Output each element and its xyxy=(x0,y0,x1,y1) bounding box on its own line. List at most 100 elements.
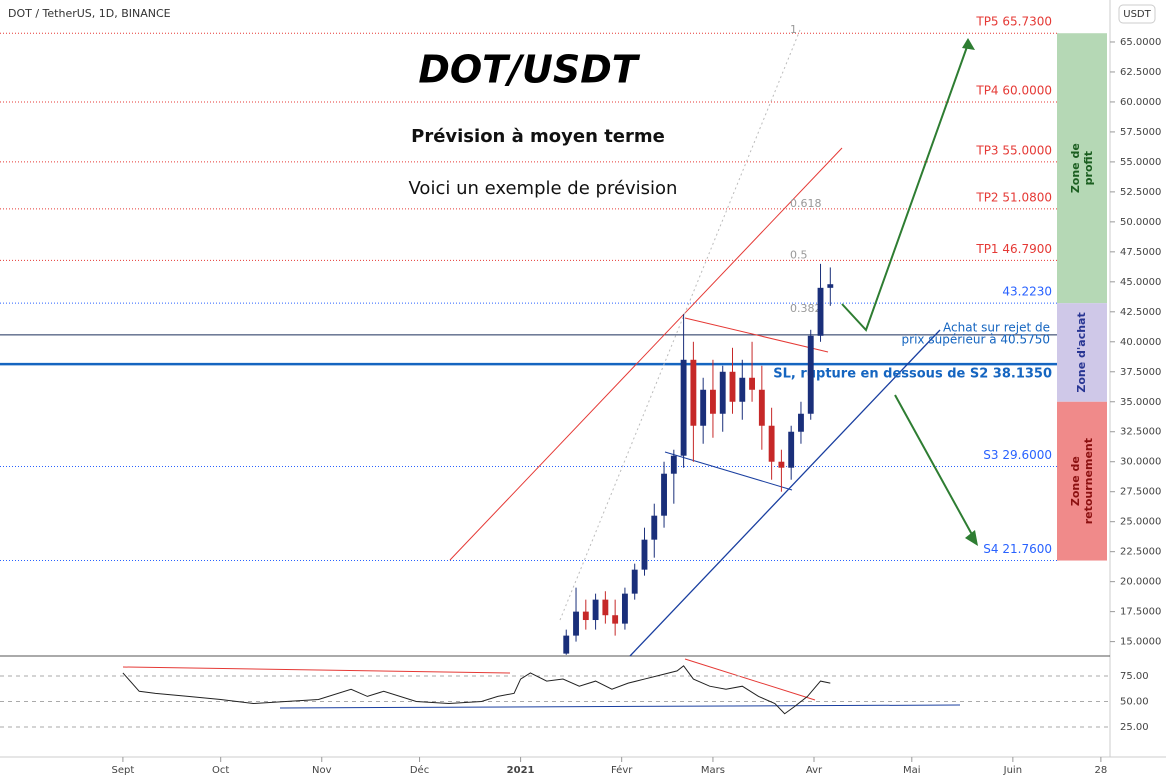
y-tick-label: 40.0000 xyxy=(1120,337,1161,348)
candle-body xyxy=(621,593,628,624)
candle-body xyxy=(582,611,589,621)
note: Voici un exemple de prévision xyxy=(409,178,678,199)
rsi-line-red2 xyxy=(684,658,816,701)
x-tick-label: Nov xyxy=(312,765,332,776)
level-label: TP5 65.7300 xyxy=(975,15,1052,29)
candle-body xyxy=(827,284,834,288)
currency-box[interactable] xyxy=(1118,4,1156,24)
arrow-up-head xyxy=(962,38,975,50)
zone-label: Zone d'achat xyxy=(1075,312,1088,392)
candle-body xyxy=(612,615,619,624)
candle-body xyxy=(729,371,736,402)
candle-body xyxy=(631,569,638,594)
y-tick-label: 75.00 xyxy=(1120,671,1149,682)
fib-label: 1 xyxy=(790,23,797,36)
candle-body xyxy=(592,599,599,621)
title: DOT/USDT xyxy=(418,48,640,92)
fib-line xyxy=(559,29,801,621)
x-tick-label: Mars xyxy=(701,765,725,776)
x-tick-label: Mai xyxy=(903,765,921,776)
candle-body xyxy=(670,455,677,474)
wedge-bottom xyxy=(664,451,793,491)
y-tick-label: 15.0000 xyxy=(1120,637,1161,648)
drawings xyxy=(122,29,978,709)
channel-line xyxy=(449,147,843,561)
level-label: S4 21.7600 xyxy=(983,542,1052,556)
trend-line xyxy=(629,329,941,657)
y-tick-label: 47.5000 xyxy=(1120,247,1161,258)
currency[interactable]: USDT xyxy=(1123,9,1151,20)
candle-body xyxy=(641,539,648,570)
x-tick-label: Juin xyxy=(1003,765,1022,776)
y-tick-label: 22.5000 xyxy=(1120,547,1161,558)
candle-body xyxy=(788,431,795,468)
symbol: DOT / TetherUS, 1D, BINANCE xyxy=(8,7,171,20)
candle-body xyxy=(700,389,707,426)
candle-body xyxy=(661,473,667,516)
y-tick-label: 37.5000 xyxy=(1120,367,1161,378)
x-tick-label: Sept xyxy=(112,765,135,776)
y-tick-label: 35.0000 xyxy=(1120,397,1161,408)
y-tick-label: 60.0000 xyxy=(1120,97,1161,108)
level-label: 43.2230 xyxy=(1002,285,1052,299)
x-tick-label: Avr xyxy=(806,765,823,776)
zone xyxy=(1057,33,1107,304)
rsi-line-red xyxy=(122,666,511,674)
candle-body xyxy=(573,611,579,636)
x-tick-label: Oct xyxy=(212,765,229,776)
wedge-top xyxy=(684,317,829,353)
y-tick-label: 62.5000 xyxy=(1120,67,1161,78)
y-tick-label: 25.00 xyxy=(1120,722,1149,733)
candle-body xyxy=(719,371,726,414)
x-tick-label: 28 xyxy=(1095,765,1108,776)
level-label: S3 29.6000 xyxy=(983,448,1052,462)
arrow-up xyxy=(841,43,969,332)
y-tick-label: 45.0000 xyxy=(1120,277,1161,288)
candle-body xyxy=(710,389,716,414)
x-tick-label: 2021 xyxy=(507,765,535,776)
level-label: TP4 60.0000 xyxy=(975,83,1052,97)
y-tick-label: 17.5000 xyxy=(1120,607,1161,618)
level-label: TP3 55.0000 xyxy=(975,143,1052,157)
rsi-line xyxy=(122,665,831,715)
y-tick-label: 27.5000 xyxy=(1120,487,1161,498)
buy-note: Achat sur rejet de xyxy=(943,321,1050,335)
x-tick-label: Févr xyxy=(611,764,633,776)
sl-note: SL, rupture en dessous de S2 38.1350 xyxy=(773,367,1052,382)
fib-label: 0.382 xyxy=(790,302,822,315)
candle-body xyxy=(680,359,687,456)
x-tick-label: Déc xyxy=(410,764,429,776)
candle-body xyxy=(768,425,775,462)
y-tick-label: 42.5000 xyxy=(1120,307,1161,318)
candle-body xyxy=(778,461,785,468)
y-tick-label: 25.0000 xyxy=(1120,517,1161,528)
zone xyxy=(1057,303,1107,402)
level-label: TP1 46.7900 xyxy=(975,242,1052,256)
subtitle: Prévision à moyen terme xyxy=(411,126,665,147)
level-label: TP2 51.0800 xyxy=(975,190,1052,204)
candle-body xyxy=(758,389,765,426)
y-tick-label: 30.0000 xyxy=(1120,457,1161,468)
y-tick-label: 57.5000 xyxy=(1120,127,1161,138)
y-tick-label: 50.00 xyxy=(1120,697,1149,708)
fib-label: 0.5 xyxy=(790,248,808,261)
zone xyxy=(1057,401,1107,561)
candle-body xyxy=(563,635,570,654)
arrow-down-head xyxy=(965,530,978,546)
arrow-down xyxy=(894,394,976,541)
candle-body xyxy=(817,287,824,336)
y-tick-label: 55.0000 xyxy=(1120,157,1161,168)
candle-body xyxy=(651,515,658,540)
y-tick-label: 65.0000 xyxy=(1120,37,1161,48)
y-tick-label: 52.5000 xyxy=(1120,187,1161,198)
zone-label: Zone deretournement xyxy=(1069,438,1095,524)
zone-label: Zone deprofit xyxy=(1069,143,1095,193)
candle-body xyxy=(739,377,746,402)
y-tick-label: 32.5000 xyxy=(1120,427,1161,438)
y-tick-label: 20.0000 xyxy=(1120,577,1161,588)
rsi-line-blue xyxy=(279,704,961,709)
buy-note: prix supérieur à 40.5750 xyxy=(902,333,1050,347)
candle-body xyxy=(798,413,804,432)
candle-body xyxy=(690,359,697,426)
